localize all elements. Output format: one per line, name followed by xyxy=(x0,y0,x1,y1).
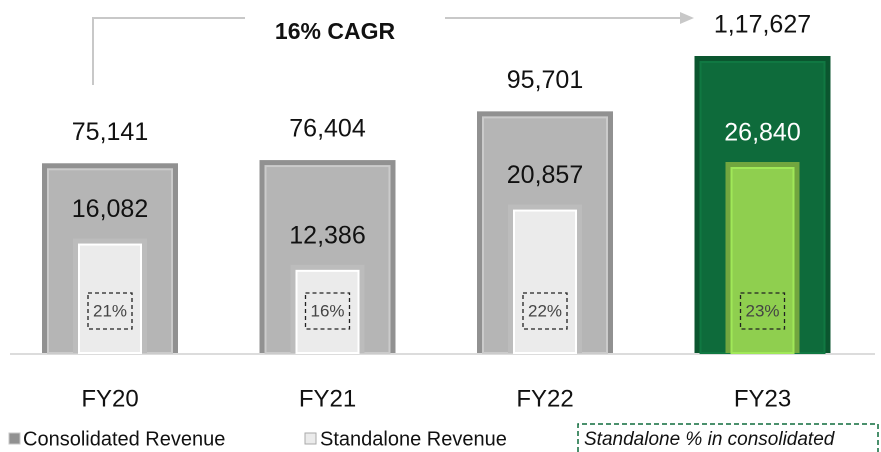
bar-bevel xyxy=(295,269,360,354)
legend-label: Consolidated Revenue xyxy=(23,428,225,450)
legend-label: Standalone Revenue xyxy=(320,428,507,450)
percent-label: 21% xyxy=(93,301,127,320)
percent-box xyxy=(87,292,133,330)
value-label: 76,404 xyxy=(289,115,366,143)
percent-label: 23% xyxy=(745,301,779,320)
percent-label: 16% xyxy=(310,301,344,320)
x-tick-label: FY22 xyxy=(516,385,573,412)
value-label: 12,386 xyxy=(289,221,365,249)
bar-bevel xyxy=(78,243,142,355)
value-label: 95,701 xyxy=(507,66,583,94)
value-label: 26,840 xyxy=(724,119,800,147)
legend-swatch xyxy=(304,432,317,445)
value-label: 75,141 xyxy=(72,118,148,146)
x-tick-label: FY20 xyxy=(81,385,138,412)
value-label: 16,082 xyxy=(72,195,148,223)
percent-box xyxy=(739,292,786,330)
legend-dashed-box xyxy=(577,423,879,452)
value-label: 20,857 xyxy=(507,161,583,189)
percent-box xyxy=(522,292,568,330)
cagr-arrow-left xyxy=(92,17,245,85)
cagr-arrow-head xyxy=(680,12,694,24)
value-label: 1,17,627 xyxy=(714,11,811,39)
bar-bevel xyxy=(513,209,577,354)
cagr-annotation: 16% CAGR xyxy=(275,18,396,44)
bar-bevel xyxy=(730,167,795,354)
percent-box xyxy=(304,292,351,330)
x-tick-label: FY21 xyxy=(299,385,356,412)
percent-label: 22% xyxy=(528,301,562,320)
legend-swatch xyxy=(8,432,21,445)
x-tick-label: FY23 xyxy=(734,385,791,412)
legend-label: Standalone % in consolidated xyxy=(584,429,836,450)
